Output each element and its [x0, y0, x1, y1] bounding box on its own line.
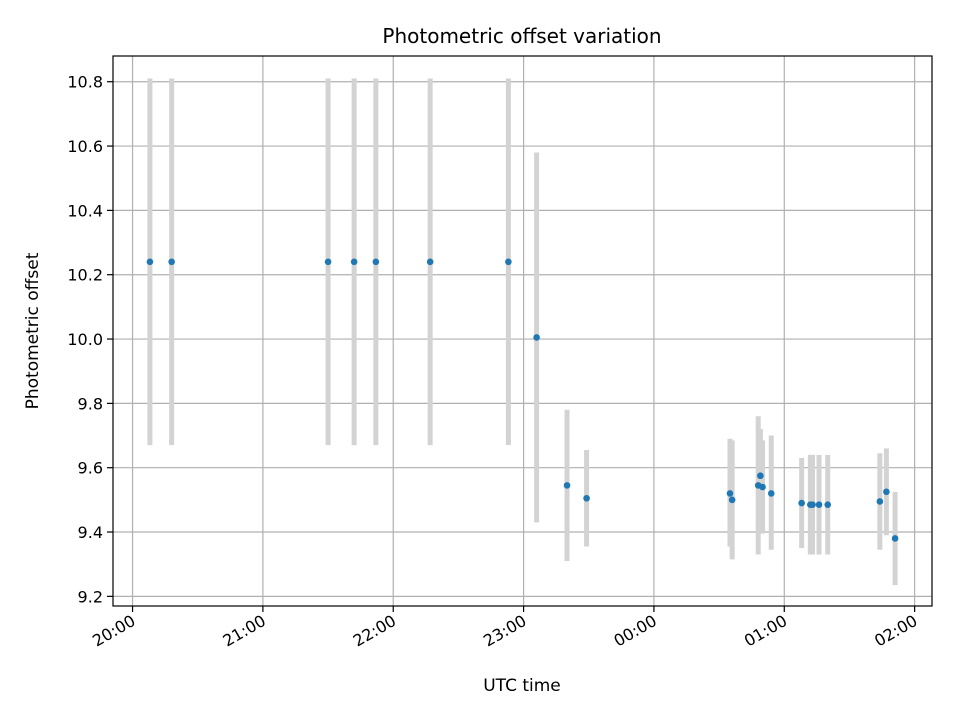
data-point [876, 498, 884, 505]
data-point [168, 258, 175, 266]
y-axis-title: Photometric offset [23, 252, 43, 409]
grid [113, 56, 932, 606]
data-point [563, 482, 571, 489]
data-point [767, 490, 775, 497]
y-tick-label: 10.6 [67, 137, 103, 156]
y-axis: 9.2 9.4 9.6 9.8 10.0 10.2 10.4 10.6 10.8 [67, 73, 113, 606]
data-point [505, 258, 512, 266]
data-point [809, 501, 816, 508]
data-point [426, 258, 434, 266]
data-point [533, 334, 540, 341]
chart-title: Photometric offset variation [382, 24, 661, 48]
y-tick-label: 9.2 [78, 587, 103, 606]
y-tick-label: 10.4 [67, 201, 103, 220]
y-tick-label: 9.4 [78, 523, 103, 542]
y-tick-label: 10.2 [67, 266, 103, 285]
x-axis-title: UTC time [483, 676, 561, 696]
data-points [146, 258, 899, 542]
data-point [728, 496, 736, 504]
y-tick-label: 10.0 [67, 330, 103, 349]
data-point [815, 501, 823, 508]
y-tick-label: 9.6 [78, 459, 103, 478]
data-point [372, 258, 380, 266]
data-point [798, 499, 805, 507]
data-point [883, 488, 890, 496]
data-point [324, 258, 332, 266]
data-point [726, 490, 734, 497]
data-point [824, 501, 832, 508]
data-point [891, 535, 899, 542]
data-point [583, 494, 590, 502]
data-point [146, 258, 154, 266]
data-point [350, 258, 358, 266]
y-tick-label: 10.8 [67, 73, 103, 92]
data-point [757, 472, 764, 480]
plot-frame [112, 55, 933, 607]
y-tick-label: 9.8 [78, 394, 103, 413]
data-point [759, 483, 766, 491]
